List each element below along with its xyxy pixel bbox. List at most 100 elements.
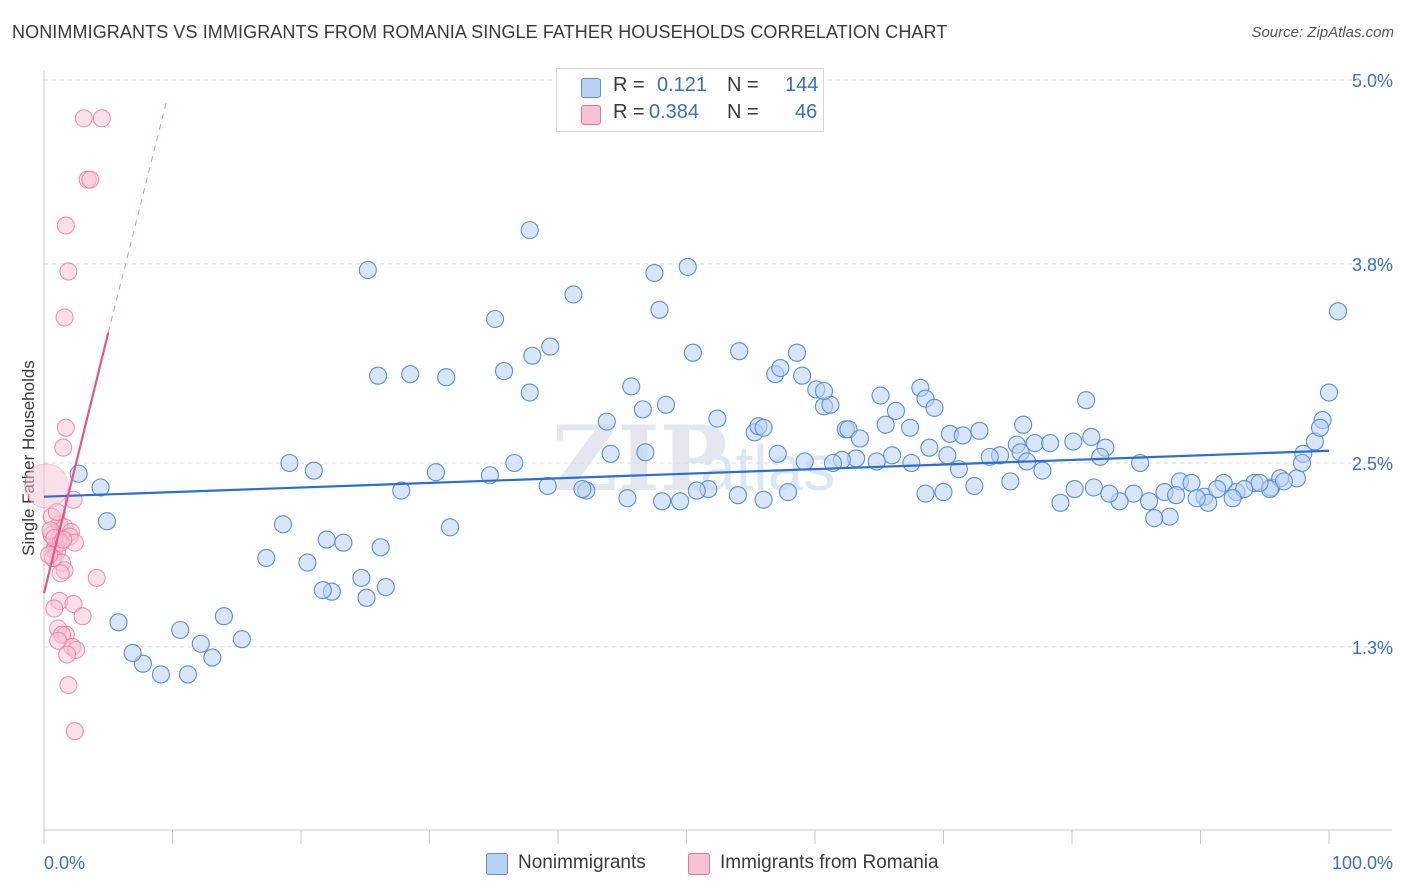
bottom-legend-label: Immigrants from Romania [720,852,939,873]
y-tick-label: 3.8% [1352,255,1393,275]
x-tick-label: 100.0% [1332,853,1393,873]
legend-swatch-blue [581,78,601,98]
data-point-nonimmigrants [573,479,592,499]
y-tick-label: 1.3% [1352,638,1393,658]
data-point-romania [64,594,83,613]
legend-r-label: R = [613,74,645,96]
data-point-nonimmigrants [564,285,583,304]
data-point-nonimmigrants [1100,484,1119,503]
data-point-nonimmigrants [541,337,560,356]
data-point-nonimmigrants [1223,489,1242,508]
data-point-nonimmigrants [1041,434,1060,453]
data-point-nonimmigrants [485,309,505,329]
data-point-nonimmigrants [902,453,921,473]
data-point-nonimmigrants [1091,447,1110,466]
data-point-nonimmigrants [91,478,110,497]
data-point-nonimmigrants [151,665,170,684]
data-point-nonimmigrants [1064,432,1083,451]
x-tick-label: 0.0% [44,853,85,873]
data-point-nonimmigrants [437,368,456,387]
data-point-nonimmigrants [970,421,989,440]
data-point-nonimmigrants [334,533,353,552]
data-point-romania [54,438,73,457]
data-point-nonimmigrants [1051,493,1070,512]
data-point-romania [74,109,93,128]
data-point-nonimmigrants [771,358,790,378]
legend-n-label: N = [727,74,759,96]
data-point-nonimmigrants [191,634,210,653]
data-point-romania [73,607,92,626]
data-point-nonimmigrants [633,400,652,419]
data-point-nonimmigrants [109,613,128,632]
legend-n-label: N = [727,101,759,123]
data-point-nonimmigrants [793,366,812,385]
data-point-nonimmigrants [123,643,142,663]
legend-swatch-pink [581,105,601,125]
data-point-nonimmigrants [678,257,697,276]
data-point-nonimmigrants [708,409,727,428]
data-point-nonimmigrants [953,426,972,445]
data-point-nonimmigrants [768,444,787,463]
data-point-nonimmigrants [352,568,371,587]
data-point-nonimmigrants [257,548,276,568]
data-point-nonimmigrants [358,260,377,280]
data-point-nonimmigrants [618,489,637,508]
data-point-nonimmigrants [317,530,336,549]
data-point-nonimmigrants [494,362,514,381]
data-point-romania [56,216,75,235]
data-point-nonimmigrants [814,381,834,401]
data-point-nonimmigrants [1167,486,1186,505]
data-point-nonimmigrants [280,453,299,473]
data-point-nonimmigrants [1001,472,1020,491]
data-point-nonimmigrants [886,401,906,420]
data-point-nonimmigrants [980,447,999,466]
data-point-nonimmigrants [938,446,957,465]
data-point-nonimmigrants [273,515,293,534]
data-point-nonimmigrants [357,588,376,607]
bottom-legend-label: Nonimmigrants [518,852,646,873]
data-point-nonimmigrants [505,453,524,473]
data-point-romania [58,645,77,664]
data-point-nonimmigrants [97,512,117,531]
chart-title: NONIMMIGRANTS VS IMMIGRANTS FROM ROMANIA… [12,22,948,42]
data-point-nonimmigrants [178,665,197,684]
y-tick-label: 2.5% [1352,454,1393,474]
data-point-romania [81,170,100,189]
data-point-nonimmigrants [1274,472,1294,491]
data-point-nonimmigrants [1328,302,1348,321]
data-point-nonimmigrants [883,446,902,465]
data-point-romania [24,463,70,509]
data-point-nonimmigrants [876,415,895,434]
data-point-nonimmigrants [650,300,669,319]
trendline-romania-extension [107,102,167,333]
data-point-romania [59,676,78,695]
data-point-romania [55,308,74,327]
data-point-nonimmigrants [1033,461,1052,480]
data-point-nonimmigrants [653,492,672,511]
data-point-nonimmigrants [1124,484,1143,503]
data-point-nonimmigrants [787,343,807,362]
legend-r-value: 0.384 [649,101,700,123]
data-point-nonimmigrants [1182,473,1201,492]
bottom-legend-swatch-pink [688,853,710,875]
y-tick-label: 5.0% [1352,71,1393,91]
data-point-nonimmigrants [1140,492,1159,511]
data-point-nonimmigrants [916,484,935,503]
data-point-nonimmigrants [1025,434,1044,453]
data-point-romania [59,262,78,281]
data-point-nonimmigrants [441,518,460,537]
data-point-nonimmigrants [376,578,395,597]
legend-r-value: 0.121 [657,74,708,96]
data-point-nonimmigrants [687,481,706,500]
data-point-nonimmigrants [754,490,773,509]
data-point-nonimmigrants [850,429,870,448]
data-point-nonimmigrants [728,486,747,505]
data-point-nonimmigrants [795,452,814,471]
data-point-nonimmigrants [538,476,557,496]
data-point-nonimmigrants [1014,415,1033,434]
data-point-nonimmigrants [656,395,675,414]
data-point-nonimmigrants [1160,507,1179,526]
trendline-nonimmigrants [43,449,1330,498]
data-point-nonimmigrants [601,444,620,463]
data-point-nonimmigrants [1310,418,1330,437]
